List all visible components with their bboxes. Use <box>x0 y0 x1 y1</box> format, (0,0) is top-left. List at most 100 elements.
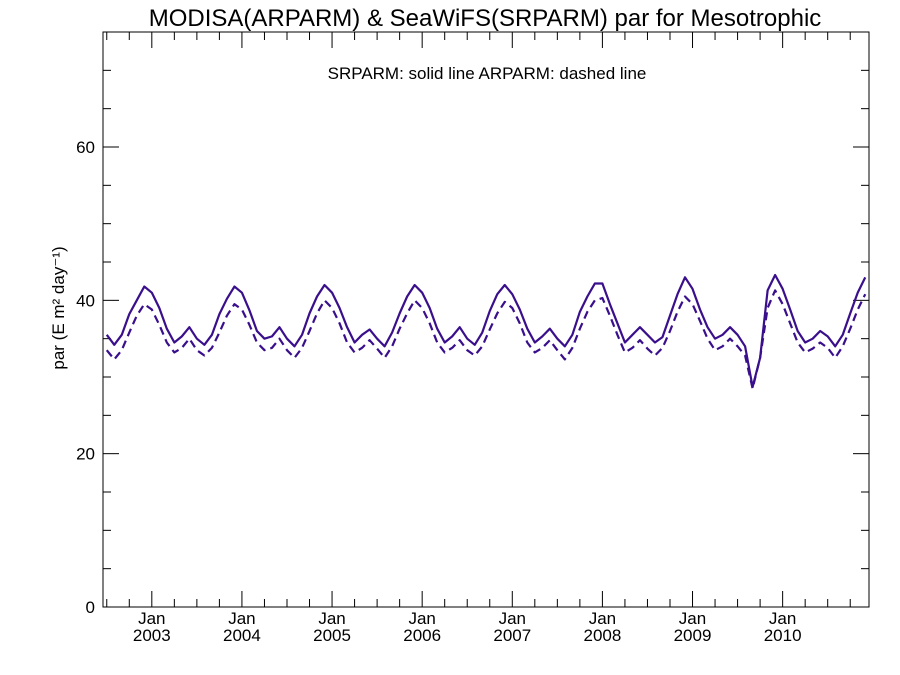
data-point-srparm <box>496 293 498 295</box>
data-point-arparm <box>121 349 123 351</box>
data-point-arparm <box>233 303 235 305</box>
data-point-srparm <box>541 335 543 337</box>
data-point-arparm <box>676 311 678 313</box>
y-tick-label: 0 <box>86 598 95 617</box>
x-tick-year-label: 2006 <box>403 626 441 645</box>
data-point-arparm <box>571 347 573 349</box>
data-point-srparm <box>413 284 415 286</box>
y-axis-label: par (E m² day⁻¹) <box>49 246 68 369</box>
data-point-srparm <box>128 313 130 315</box>
data-point-srparm <box>286 337 288 339</box>
y-tick-label: 60 <box>76 138 95 157</box>
data-point-arparm <box>383 357 385 359</box>
x-tick-month-label: Jan <box>138 609 165 628</box>
data-point-arparm <box>443 351 445 353</box>
data-point-srparm <box>203 344 205 346</box>
data-point-srparm <box>796 330 798 332</box>
x-tick-month-label: Jan <box>408 609 435 628</box>
data-point-arparm <box>263 349 265 351</box>
data-point-arparm <box>759 357 761 359</box>
data-point-arparm <box>639 339 641 341</box>
data-point-srparm <box>691 288 693 290</box>
data-point-srparm <box>421 291 423 293</box>
data-point-srparm <box>774 274 776 276</box>
data-point-arparm <box>143 303 145 305</box>
data-point-arparm <box>293 357 295 359</box>
data-point-srparm <box>519 308 521 310</box>
data-point-srparm <box>241 291 243 293</box>
data-point-arparm <box>323 299 325 301</box>
data-point-arparm <box>466 349 468 351</box>
data-point-arparm <box>188 337 190 339</box>
data-point-srparm <box>106 334 108 336</box>
data-point-srparm <box>361 334 363 336</box>
data-point-arparm <box>534 351 536 353</box>
data-point-srparm <box>714 337 716 339</box>
data-point-srparm <box>766 289 768 291</box>
data-point-arparm <box>226 314 228 316</box>
data-point-srparm <box>301 334 303 336</box>
data-point-arparm <box>781 303 783 305</box>
data-point-arparm <box>834 357 836 359</box>
data-point-arparm <box>346 341 348 343</box>
data-point-srparm <box>293 345 295 347</box>
data-point-srparm <box>188 326 190 328</box>
data-point-arparm <box>864 293 866 295</box>
data-point-arparm <box>556 349 558 351</box>
data-point-arparm <box>819 341 821 343</box>
data-point-arparm <box>106 349 108 351</box>
data-point-srparm <box>151 291 153 293</box>
data-point-arparm <box>376 347 378 349</box>
data-point-arparm <box>541 347 543 349</box>
y-tick-label: 20 <box>76 445 95 464</box>
data-point-srparm <box>789 308 791 310</box>
data-point-srparm <box>338 307 340 309</box>
x-tick-month-label: Jan <box>679 609 706 628</box>
data-point-srparm <box>398 312 400 314</box>
data-point-srparm <box>436 328 438 330</box>
data-point-srparm <box>804 341 806 343</box>
data-point-arparm <box>361 347 363 349</box>
data-point-arparm <box>691 303 693 305</box>
data-point-arparm <box>436 341 438 343</box>
data-point-srparm <box>721 334 723 336</box>
data-point-arparm <box>406 312 408 314</box>
data-point-arparm <box>579 328 581 330</box>
data-point-srparm <box>459 326 461 328</box>
data-point-srparm <box>211 334 213 336</box>
x-tick-year-label: 2010 <box>764 626 802 645</box>
data-point-arparm <box>736 345 738 347</box>
data-point-srparm <box>857 291 859 293</box>
data-point-srparm <box>316 295 318 297</box>
data-point-srparm <box>639 326 641 328</box>
data-point-arparm <box>804 351 806 353</box>
data-point-srparm <box>601 282 603 284</box>
data-point-srparm <box>504 284 506 286</box>
data-point-arparm <box>842 345 844 347</box>
data-point-arparm <box>459 339 461 341</box>
data-point-arparm <box>564 358 566 360</box>
data-point-srparm <box>218 313 220 315</box>
data-point-srparm <box>684 276 686 278</box>
data-point-srparm <box>609 303 611 305</box>
data-point-arparm <box>113 358 115 360</box>
data-point-arparm <box>616 334 618 336</box>
data-point-arparm <box>421 307 423 309</box>
data-point-srparm <box>233 285 235 287</box>
data-point-srparm <box>121 334 123 336</box>
data-point-srparm <box>248 309 250 311</box>
data-point-srparm <box>624 341 626 343</box>
data-point-srparm <box>113 344 115 346</box>
data-point-arparm <box>428 322 430 324</box>
data-point-srparm <box>466 337 468 339</box>
data-point-srparm <box>391 331 393 333</box>
data-point-srparm <box>526 328 528 330</box>
data-point-arparm <box>826 347 828 349</box>
data-point-arparm <box>308 330 310 332</box>
data-point-srparm <box>158 307 160 309</box>
data-point-srparm <box>571 334 573 336</box>
data-point-arparm <box>286 349 288 351</box>
data-point-arparm <box>714 349 716 351</box>
data-point-arparm <box>368 339 370 341</box>
